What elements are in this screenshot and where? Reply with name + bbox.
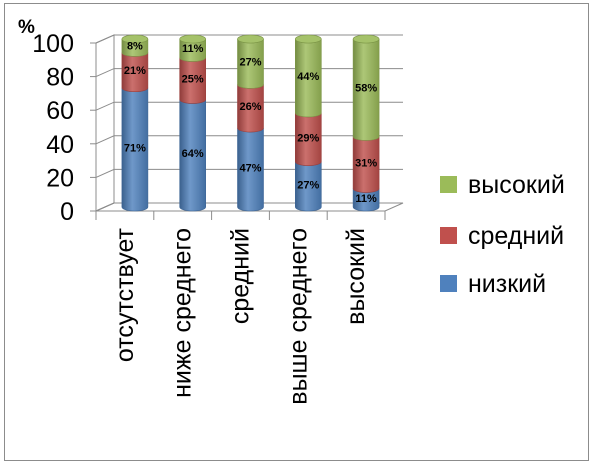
y-axis: 0 20 40 60 80 100 bbox=[32, 30, 97, 226]
bar-top-4 bbox=[352, 34, 380, 44]
data-label-1-0: 21% bbox=[124, 65, 146, 77]
data-label-1-2: 26% bbox=[239, 101, 261, 113]
y-tick-label: 40 bbox=[46, 131, 74, 159]
y-tick-label: 100 bbox=[32, 30, 74, 58]
y-axis-unit: % bbox=[18, 17, 35, 38]
legend-swatch-1 bbox=[440, 227, 457, 244]
y-tick-label: 60 bbox=[46, 97, 74, 125]
y-tick-label: 0 bbox=[60, 198, 74, 226]
data-label-0-2: 47% bbox=[239, 163, 261, 175]
x-axis-tick-labels: отсутствует ниже среднего средний выше сред… bbox=[111, 227, 370, 404]
legend-label-2: низкий bbox=[468, 270, 546, 298]
data-label-2-3: 44% bbox=[297, 71, 319, 83]
side-wall bbox=[95, 34, 115, 212]
bar-top-1 bbox=[179, 34, 206, 44]
data-label-1-3: 29% bbox=[297, 132, 319, 144]
data-label-0-0: 71% bbox=[124, 142, 146, 154]
legend-swatch-2 bbox=[440, 275, 457, 292]
y-tick-label: 80 bbox=[46, 64, 74, 92]
legend: высокий средний низкий bbox=[440, 171, 565, 298]
x-tick-label-2: средний bbox=[227, 228, 255, 324]
legend-label-0: высокий bbox=[468, 171, 565, 199]
data-label-0-3: 27% bbox=[297, 179, 319, 191]
x-tick-label-0: отсутствует bbox=[111, 227, 139, 362]
legend-label-1: средний bbox=[468, 222, 564, 250]
x-tick-label-1: ниже среднего bbox=[169, 228, 197, 398]
bar-top-3 bbox=[294, 34, 322, 44]
bars bbox=[121, 34, 380, 212]
data-label-1-4: 31% bbox=[355, 157, 377, 169]
data-label-2-1: 11% bbox=[182, 43, 204, 55]
data-label-0-4: 11% bbox=[355, 193, 377, 205]
x-tick-label-4: высокий bbox=[342, 228, 370, 325]
legend-swatch-0 bbox=[440, 176, 457, 193]
data-label-2-0: 8% bbox=[127, 41, 143, 53]
x-tick-label-3: выше среднего bbox=[284, 228, 312, 405]
data-labels: 71% 21% 8% 64% 25% 11% 47% 26% 27% 27% 29% 44% 11% 31… bbox=[124, 41, 377, 205]
data-label-0-1: 64% bbox=[182, 148, 204, 160]
data-label-2-2: 27% bbox=[239, 57, 261, 69]
y-tick-label: 20 bbox=[46, 164, 74, 192]
bar-top-0 bbox=[121, 34, 149, 44]
data-label-1-1: 25% bbox=[182, 73, 204, 85]
bar-top-2 bbox=[237, 34, 264, 44]
data-label-2-4: 58% bbox=[355, 83, 377, 95]
